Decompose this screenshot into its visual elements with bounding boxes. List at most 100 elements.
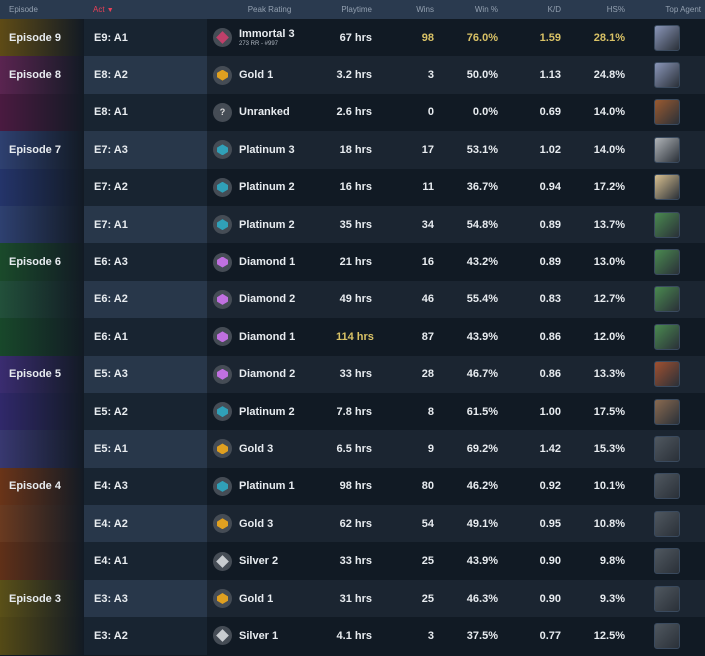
wins-cell: 34 bbox=[376, 205, 438, 244]
act-cell: E6: A1 bbox=[84, 318, 207, 356]
hs-cell: 12.5% bbox=[565, 617, 629, 655]
wins-cell: 87 bbox=[376, 318, 438, 356]
wins-cell: 25 bbox=[376, 542, 438, 580]
rank-cell: Platinum 2 bbox=[207, 205, 332, 244]
table-row[interactable]: Episode 9 E9: A1 Immortal 3 273 RR - #997 67… bbox=[0, 19, 705, 57]
playtime-cell: 2.6 hrs bbox=[332, 93, 376, 132]
winpct-cell: 43.2% bbox=[438, 243, 502, 281]
hs-cell: 17.5% bbox=[565, 392, 629, 431]
table-row[interactable]: E7: A1 Platinum 2 35 hrs 34 54.8% 0.89 13.7% bbox=[0, 205, 705, 244]
rank-icon bbox=[213, 439, 232, 459]
table-row[interactable]: E4: A2 Gold 3 62 hrs 54 49.1% 0.95 10.8% bbox=[0, 505, 705, 543]
header-winpct[interactable]: Win % bbox=[438, 0, 502, 19]
playtime-cell: 33 hrs bbox=[332, 355, 376, 393]
table-row[interactable]: E5: A1 Gold 3 6.5 hrs 9 69.2% 1.42 15.3% bbox=[0, 430, 705, 468]
table-row[interactable]: E6: A1 Diamond 1 114 hrs 87 43.9% 0.86 12.0% bbox=[0, 318, 705, 356]
episode-cell bbox=[0, 318, 84, 356]
rank-cell: Platinum 3 bbox=[207, 131, 332, 169]
winpct-cell: 46.2% bbox=[438, 467, 502, 506]
agent-cell bbox=[629, 579, 705, 618]
rank-name: Diamond 2 bbox=[239, 293, 296, 306]
rank-icon bbox=[213, 626, 232, 646]
kd-cell: 0.83 bbox=[502, 280, 565, 319]
header-act-label: Act bbox=[93, 5, 105, 14]
header-kd[interactable]: K/D bbox=[502, 0, 565, 19]
header-peak-rating[interactable]: Peak Rating bbox=[207, 0, 332, 19]
table-row[interactable]: E4: A1 Silver 2 33 hrs 25 43.9% 0.90 9.8% bbox=[0, 542, 705, 580]
agent-portrait-icon bbox=[654, 622, 680, 649]
table-row[interactable]: E3: A2 Silver 1 4.1 hrs 3 37.5% 0.77 12.5% bbox=[0, 617, 705, 655]
header-episode[interactable]: Episode bbox=[0, 0, 84, 19]
winpct-cell: 55.4% bbox=[438, 280, 502, 319]
agent-cell bbox=[629, 318, 705, 356]
hs-cell: 9.8% bbox=[565, 542, 629, 580]
rank-icon bbox=[213, 402, 232, 422]
episode-cell bbox=[0, 168, 84, 206]
table-row[interactable]: E6: A2 Diamond 2 49 hrs 46 55.4% 0.83 12.7% bbox=[0, 280, 705, 319]
playtime-cell: 35 hrs bbox=[332, 205, 376, 244]
table-row[interactable]: Episode 6 E6: A3 Diamond 1 21 hrs 16 43.2% 0.8… bbox=[0, 243, 705, 281]
hs-cell: 14.0% bbox=[565, 93, 629, 132]
hs-cell: 24.8% bbox=[565, 56, 629, 94]
agent-portrait-icon bbox=[654, 249, 680, 276]
table-row[interactable]: Episode 5 E5: A3 Diamond 2 33 hrs 28 46.7% 0.8… bbox=[0, 355, 705, 393]
rank-icon bbox=[213, 589, 232, 609]
rank-icon bbox=[213, 476, 232, 496]
episode-label: Episode 6 bbox=[9, 256, 61, 269]
agent-portrait-icon bbox=[654, 62, 680, 89]
table-row[interactable]: E5: A2 Platinum 2 7.8 hrs 8 61.5% 1.00 17.5% bbox=[0, 392, 705, 431]
winpct-cell: 43.9% bbox=[438, 542, 502, 580]
episode-cell bbox=[0, 617, 84, 655]
rank-icon bbox=[213, 289, 232, 309]
agent-portrait-icon bbox=[654, 398, 680, 425]
agent-cell bbox=[629, 56, 705, 94]
episode-label: Episode 3 bbox=[9, 592, 61, 605]
table-row[interactable]: E8: A1? Unranked 2.6 hrs 0 0.0% 0.69 14.0% bbox=[0, 93, 705, 132]
winpct-cell: 46.3% bbox=[438, 579, 502, 618]
table-row[interactable]: Episode 3 E3: A3 Gold 1 31 hrs 25 46.3% 0.90 9.… bbox=[0, 579, 705, 618]
header-wins[interactable]: Wins bbox=[376, 0, 438, 19]
table-row[interactable]: E7: A2 Platinum 2 16 hrs 11 36.7% 0.94 17.2% bbox=[0, 168, 705, 206]
header-act[interactable]: Act ▼ bbox=[84, 0, 207, 19]
rank-cell: Gold 3 bbox=[207, 505, 332, 543]
rank-cell: ? Unranked bbox=[207, 93, 332, 132]
playtime-cell: 62 hrs bbox=[332, 505, 376, 543]
rank-icon bbox=[213, 28, 232, 48]
agent-portrait-icon bbox=[654, 585, 680, 612]
act-cell: E6: A3 bbox=[84, 243, 207, 281]
table-row[interactable]: Episode 7 E7: A3 Platinum 3 18 hrs 17 53.1% 1.… bbox=[0, 131, 705, 169]
playtime-cell: 7.8 hrs bbox=[332, 392, 376, 431]
agent-portrait-icon bbox=[654, 286, 680, 313]
kd-cell: 0.86 bbox=[502, 355, 565, 393]
rank-name: Gold 1 bbox=[239, 592, 274, 605]
episode-cell: Episode 6 bbox=[0, 243, 84, 281]
table-row[interactable]: Episode 8 E8: A2 Gold 1 3.2 hrs 3 50.0% 1.13 24… bbox=[0, 56, 705, 94]
header-hs[interactable]: HS% bbox=[565, 0, 629, 19]
episode-cell: Episode 9 bbox=[0, 19, 84, 57]
act-cell: E7: A1 bbox=[84, 205, 207, 244]
act-cell: E8: A2 bbox=[84, 56, 207, 94]
rank-name: Gold 3 bbox=[239, 442, 274, 455]
rank-cell: Platinum 1 bbox=[207, 467, 332, 506]
header-top-agent[interactable]: Top Agent bbox=[629, 0, 705, 19]
hs-cell: 17.2% bbox=[565, 168, 629, 206]
rank-cell: Gold 3 bbox=[207, 430, 332, 468]
rank-name: Silver 2 bbox=[239, 555, 279, 568]
hs-cell: 28.1% bbox=[565, 19, 629, 57]
rank-icon bbox=[213, 551, 232, 571]
kd-cell: 0.90 bbox=[502, 542, 565, 580]
episode-label: Episode 9 bbox=[9, 31, 61, 44]
winpct-cell: 49.1% bbox=[438, 505, 502, 543]
table-row[interactable]: Episode 4 E4: A3 Platinum 1 98 hrs 80 46.2% 0.… bbox=[0, 467, 705, 506]
winpct-cell: 46.7% bbox=[438, 355, 502, 393]
episode-cell: Episode 3 bbox=[0, 579, 84, 618]
winpct-cell: 76.0% bbox=[438, 19, 502, 57]
wins-cell: 80 bbox=[376, 467, 438, 506]
agent-portrait-icon bbox=[654, 211, 680, 238]
header-playtime[interactable]: Playtime bbox=[332, 0, 376, 19]
hs-cell: 10.8% bbox=[565, 505, 629, 543]
hs-cell: 13.7% bbox=[565, 205, 629, 244]
playtime-cell: 98 hrs bbox=[332, 467, 376, 506]
episode-cell: Episode 5 bbox=[0, 355, 84, 393]
hs-cell: 15.3% bbox=[565, 430, 629, 468]
